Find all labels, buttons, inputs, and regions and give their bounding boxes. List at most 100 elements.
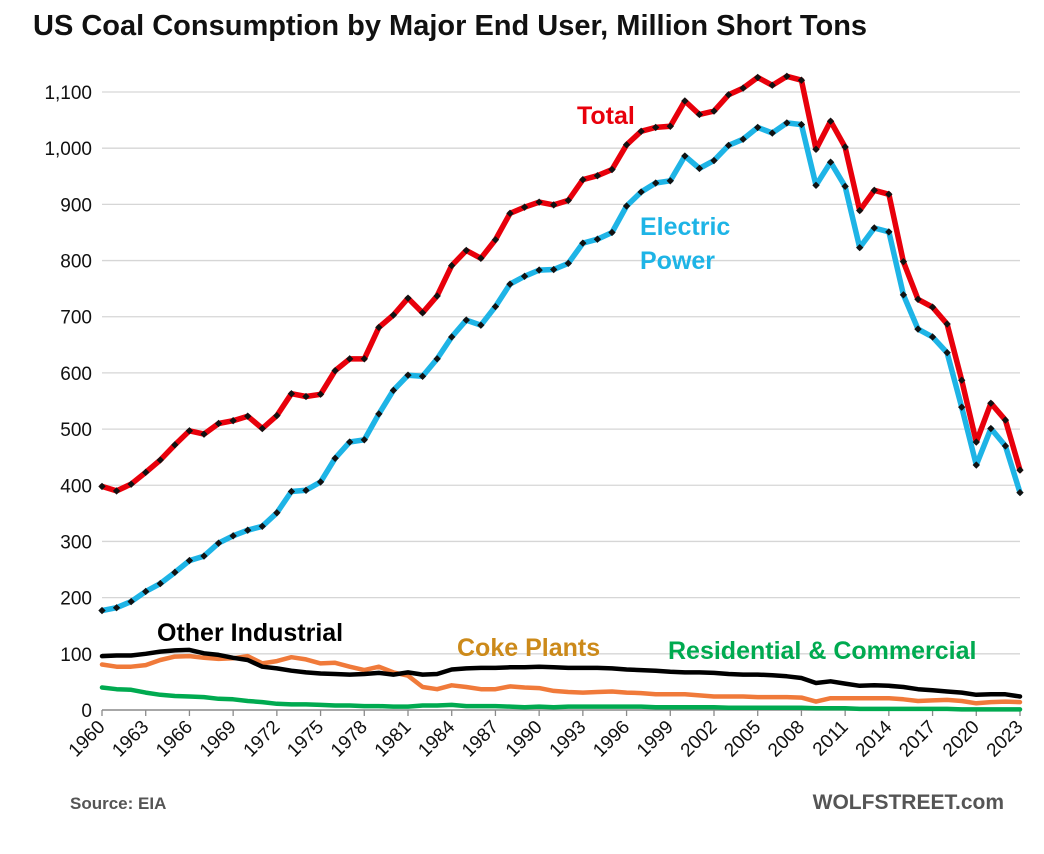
data-point (520, 203, 529, 211)
data-point (899, 291, 908, 299)
data-point (1001, 442, 1010, 450)
data-point (914, 325, 922, 333)
data-point (433, 355, 441, 363)
data-point (622, 141, 631, 149)
data-point (943, 349, 951, 357)
data-point (666, 177, 674, 185)
x-tick-label: 2020 (939, 717, 984, 762)
data-point (316, 390, 325, 398)
data-point (375, 323, 383, 332)
data-point (928, 303, 937, 311)
brand-watermark: WOLFSTREET.com (812, 791, 1004, 814)
series-line-total (99, 73, 1023, 494)
data-point (273, 509, 281, 517)
data-point (462, 316, 470, 324)
data-point (331, 454, 339, 462)
data-point (1016, 466, 1024, 474)
data-point (127, 597, 135, 606)
series-label: Total (577, 102, 635, 130)
data-point (564, 259, 572, 268)
data-point (360, 436, 368, 444)
data-point (593, 235, 602, 243)
data-point (404, 294, 412, 302)
x-tick-label: 1987 (458, 717, 503, 762)
x-tick-label: 1984 (415, 716, 460, 761)
data-point (593, 172, 602, 180)
data-point (1016, 488, 1024, 497)
x-tick-label: 1993 (546, 717, 591, 762)
data-point (185, 427, 194, 435)
data-point (652, 123, 660, 132)
data-point (491, 302, 500, 311)
data-point (695, 110, 704, 119)
data-point (142, 587, 150, 596)
series-line-electric-power (99, 120, 1023, 614)
x-tick-label: 1972 (240, 717, 285, 762)
data-point (214, 539, 223, 547)
series-label: Residential & Commercial (668, 637, 976, 665)
data-point (914, 295, 922, 303)
y-tick-label: 400 (60, 476, 92, 497)
data-point (389, 311, 398, 319)
data-point (477, 321, 485, 329)
data-point (856, 206, 864, 215)
y-tick-label: 800 (60, 252, 92, 273)
data-point (841, 182, 849, 191)
data-point (958, 403, 966, 411)
x-tick-label: 1999 (633, 717, 678, 762)
y-tick-label: 0 (81, 701, 92, 722)
y-tick-label: 700 (60, 308, 92, 329)
series-markers-total (98, 72, 1024, 495)
data-point (389, 386, 398, 395)
data-point (637, 127, 645, 136)
data-point (229, 532, 237, 540)
data-point (156, 456, 164, 464)
data-point (418, 372, 427, 380)
x-tick-label: 1981 (371, 717, 416, 762)
data-point (652, 179, 660, 187)
data-point (870, 224, 878, 232)
x-tick-label: 2011 (809, 717, 853, 761)
series-lines (98, 72, 1024, 712)
data-point (695, 164, 704, 173)
x-tick-label: 2017 (895, 717, 940, 762)
data-point (885, 228, 893, 236)
data-point (812, 181, 820, 189)
x-tick-label: 1990 (502, 717, 547, 762)
data-point (550, 265, 558, 274)
data-point (666, 122, 674, 130)
data-point (200, 552, 208, 560)
data-point (258, 424, 266, 433)
data-point (550, 201, 558, 209)
data-point (608, 165, 616, 174)
x-axis: 1960196319661969197219751978198119841987… (65, 709, 1028, 762)
data-point (972, 438, 980, 446)
data-point (928, 333, 937, 341)
data-point (433, 292, 441, 300)
data-point (127, 480, 135, 488)
x-tick-label: 1978 (327, 717, 372, 762)
x-tick-label: 2023 (983, 717, 1028, 762)
gridlines (102, 91, 1020, 655)
y-axis: 0 100 200 300 400 500 600 700 800 900 1,000 1,100 (44, 83, 92, 722)
data-point (331, 366, 339, 375)
data-point (856, 243, 864, 252)
data-point (418, 309, 427, 317)
y-tick-label: 1,000 (44, 139, 92, 160)
data-point (564, 196, 572, 205)
data-point (1001, 416, 1010, 424)
data-point (885, 190, 893, 198)
y-tick-label: 600 (60, 364, 92, 385)
data-point (637, 188, 645, 196)
y-tick-label: 900 (60, 195, 92, 216)
data-point (287, 487, 296, 496)
data-point (287, 390, 296, 398)
data-point (754, 123, 762, 132)
data-point (797, 76, 806, 84)
x-tick-label: 2008 (764, 717, 809, 762)
data-point (360, 355, 368, 363)
data-point (448, 333, 456, 341)
y-tick-label: 300 (60, 532, 92, 553)
x-tick-label: 2002 (677, 717, 722, 762)
